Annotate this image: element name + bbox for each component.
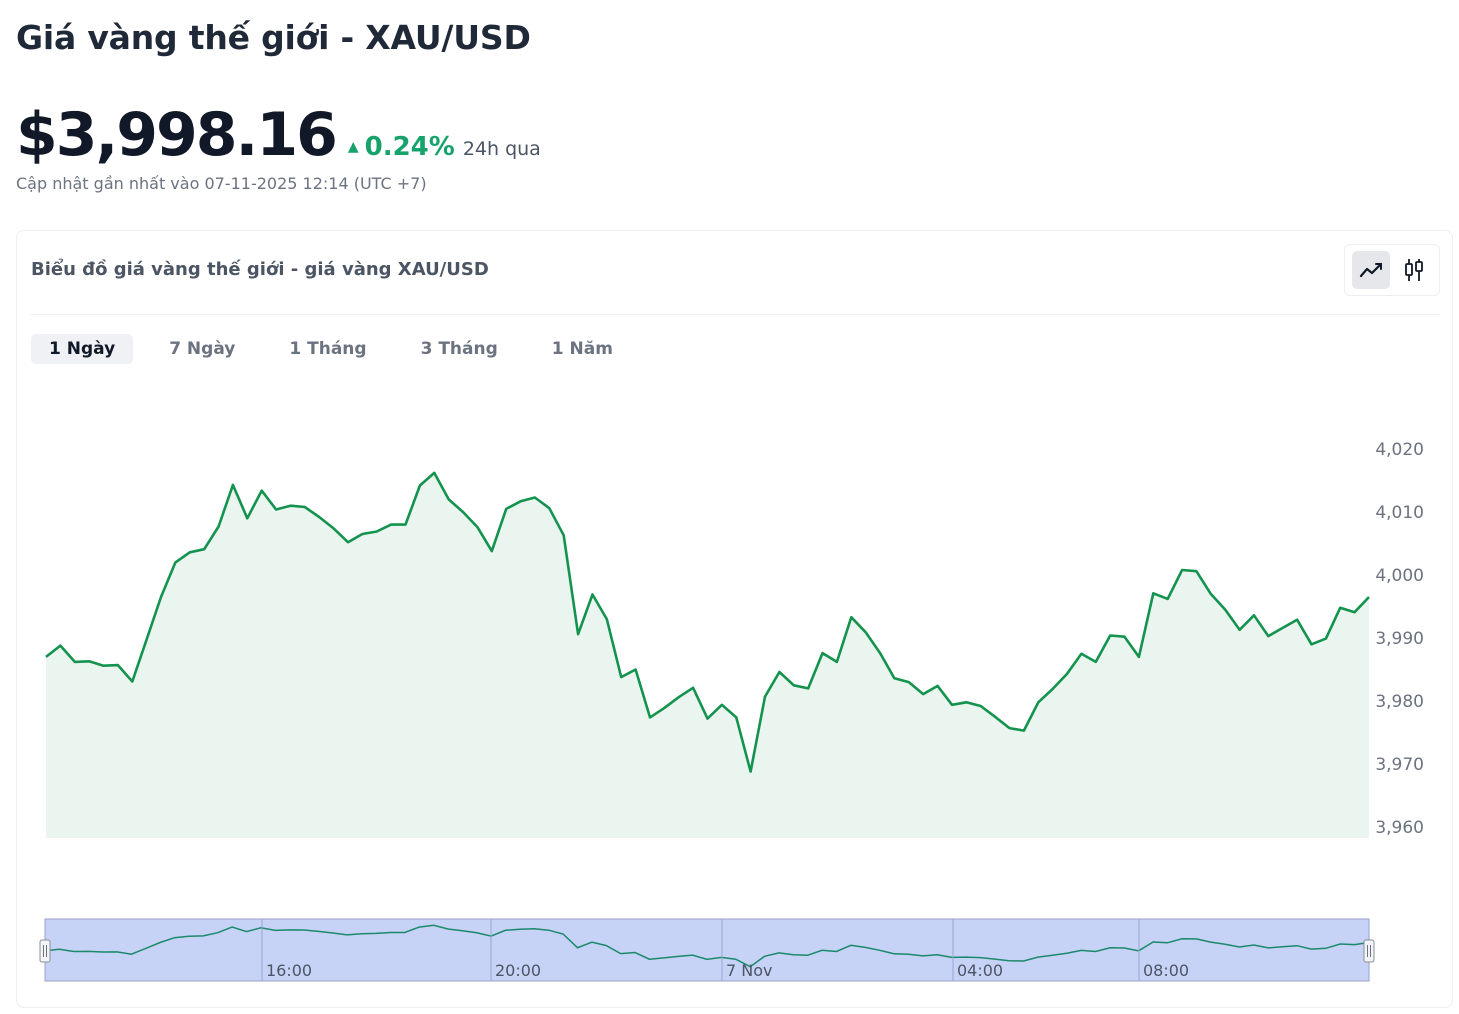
y-axis-tick-label: 3,960 xyxy=(1375,818,1424,838)
y-axis-tick-label: 3,980 xyxy=(1375,692,1424,712)
chart-card-title: Biểu đồ giá vàng thế giới - giá vàng XAU… xyxy=(31,259,489,280)
card-divider xyxy=(31,314,1440,315)
candlestick-chart-button[interactable] xyxy=(1395,251,1433,289)
tab-3-months[interactable]: 3 Tháng xyxy=(420,339,498,359)
last-updated: Cập nhật gần nhất vào 07-11-2025 12:14 (… xyxy=(16,174,427,193)
y-axis-tick-label: 4,020 xyxy=(1375,440,1424,460)
price-area-fill xyxy=(46,472,1369,838)
price-line-series xyxy=(45,471,1370,773)
tab-7-days[interactable]: 7 Ngày xyxy=(169,339,236,359)
price-row: $3,998.16 ▲ 0.24% 24h qua xyxy=(16,100,541,170)
tab-1-month[interactable]: 1 Tháng xyxy=(289,339,367,359)
line-chart-icon xyxy=(1359,262,1382,278)
tab-1-day[interactable]: 1 Ngày xyxy=(31,334,134,364)
current-price: $3,998.16 xyxy=(16,100,338,170)
candlestick-icon xyxy=(1404,259,1423,281)
y-axis-tick-label: 4,000 xyxy=(1375,566,1424,586)
chart-type-toggle xyxy=(1344,244,1440,296)
y-axis-tick-label: 4,010 xyxy=(1375,503,1424,523)
price-change: ▲ 0.24% 24h qua xyxy=(348,132,541,162)
price-chart[interactable]: 4,020 4,010 4,000 3,990 3,980 3,970 3,960 xyxy=(0,0,1459,860)
change-percent: 0.24% xyxy=(364,132,455,162)
tab-1-year[interactable]: 1 Năm xyxy=(551,339,613,359)
change-period: 24h qua xyxy=(462,138,541,160)
range-tabs: 1 Ngày 7 Ngày 1 Tháng 3 Tháng 1 Năm xyxy=(31,334,649,364)
triangle-up-icon: ▲ xyxy=(347,139,359,155)
page-title: Giá vàng thế giới - XAU/USD xyxy=(16,18,531,57)
line-chart-button[interactable] xyxy=(1351,251,1390,289)
y-axis-tick-label: 3,970 xyxy=(1375,755,1424,775)
y-axis-tick-label: 3,990 xyxy=(1375,629,1424,649)
